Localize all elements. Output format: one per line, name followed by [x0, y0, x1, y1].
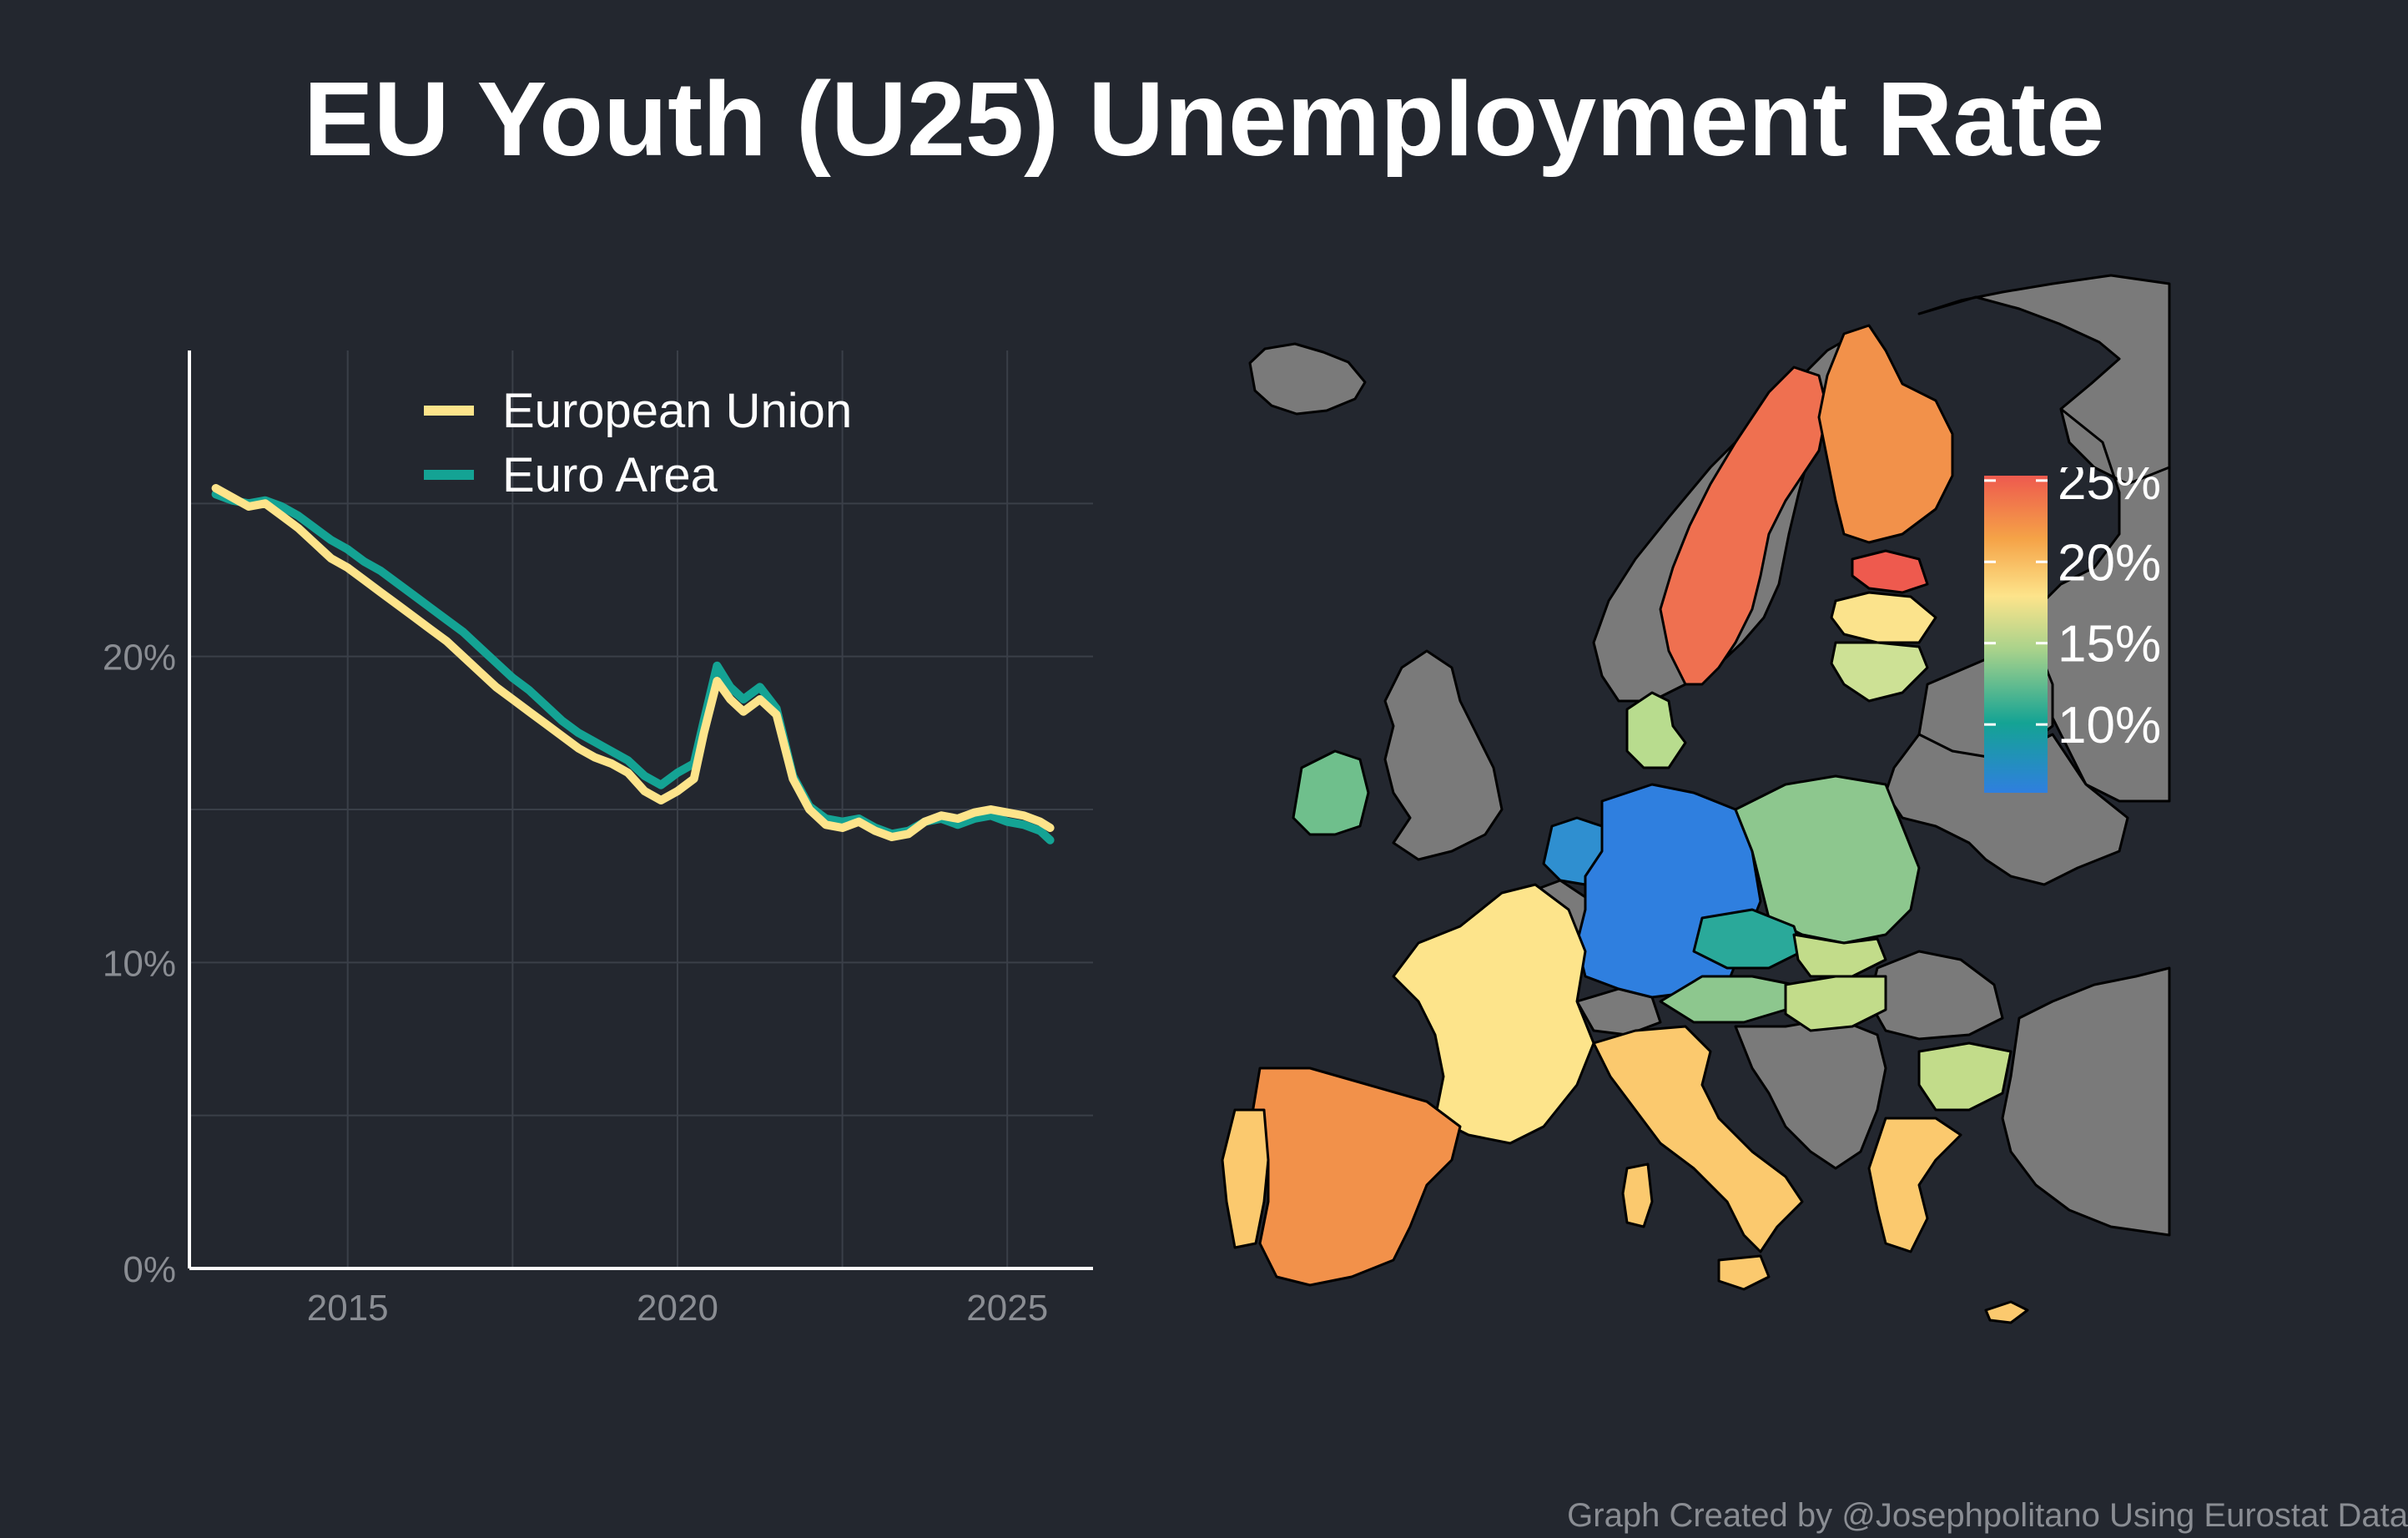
color-scale-label: 15%	[2058, 616, 2161, 673]
color-scale-legend: 10% 15% 20% 25%	[1984, 467, 2161, 793]
color-scale-label: 20%	[2058, 534, 2161, 592]
map-greece	[1867, 1117, 1962, 1253]
map-france	[1392, 883, 1595, 1145]
map-uk	[1383, 649, 1504, 861]
map-turkey	[2001, 966, 2171, 1237]
map-ireland	[1292, 749, 1370, 836]
x-tick-label: 2015	[307, 1288, 389, 1329]
footer-credit: Graph Created by @Josephpolitano Using E…	[1567, 1497, 2408, 1534]
y-tick-label: 10%	[103, 943, 176, 984]
y-tick-label: 20%	[103, 638, 176, 678]
map-bulgaria	[1917, 1041, 2013, 1112]
map-iceland	[1248, 342, 1367, 416]
legend-label: Euro Area	[502, 448, 718, 502]
color-scale-label: 10%	[2058, 697, 2161, 754]
y-tick-label: 0%	[123, 1249, 176, 1290]
map-sicily	[1717, 1254, 1771, 1291]
color-scale-bar	[1984, 476, 2048, 793]
legend: European Union Euro Area	[424, 384, 852, 502]
series-line-euro-area	[211, 490, 1055, 845]
map-latvia	[1830, 591, 1937, 644]
gridlines	[189, 350, 1093, 1268]
map-spain	[1250, 1067, 1462, 1287]
tick-labels: 0% 10% 20% 2015 2020 2025	[103, 638, 1048, 1329]
color-scale-ticks: 10% 15% 20% 25%	[1984, 467, 2161, 754]
color-scale-label: 25%	[2058, 467, 2161, 511]
map-romania	[1867, 950, 2004, 1041]
map-sardinia	[1621, 1162, 1654, 1228]
map-estonia	[1851, 549, 1929, 594]
map-russia-north	[1917, 274, 2171, 486]
x-tick-label: 2020	[637, 1288, 718, 1329]
map-balkans	[1734, 1016, 1887, 1170]
map-poland	[1734, 774, 1921, 945]
series-line-european-union	[211, 484, 1055, 841]
map-denmark	[1625, 691, 1687, 769]
map-lithuania	[1830, 641, 1929, 703]
map-czechia	[1692, 908, 1804, 970]
legend-label: European Union	[502, 384, 852, 438]
map-portugal	[1221, 1108, 1270, 1249]
map-slovakia	[1792, 933, 1887, 978]
map-hungary	[1784, 975, 1887, 1032]
map-italy	[1592, 1025, 1804, 1253]
line-chart: 0% 10% 20% 2015 2020 2025 European Union Euro …	[103, 350, 1093, 1329]
europe-map	[1221, 274, 2171, 1324]
page-title: EU Youth (U25) Unemployment Rate	[303, 60, 2105, 178]
x-tick-label: 2025	[966, 1288, 1048, 1329]
axes	[188, 350, 1093, 1270]
series-lines	[211, 484, 1055, 845]
map-cyprus	[1984, 1300, 2029, 1324]
map-finland	[1817, 324, 1954, 544]
